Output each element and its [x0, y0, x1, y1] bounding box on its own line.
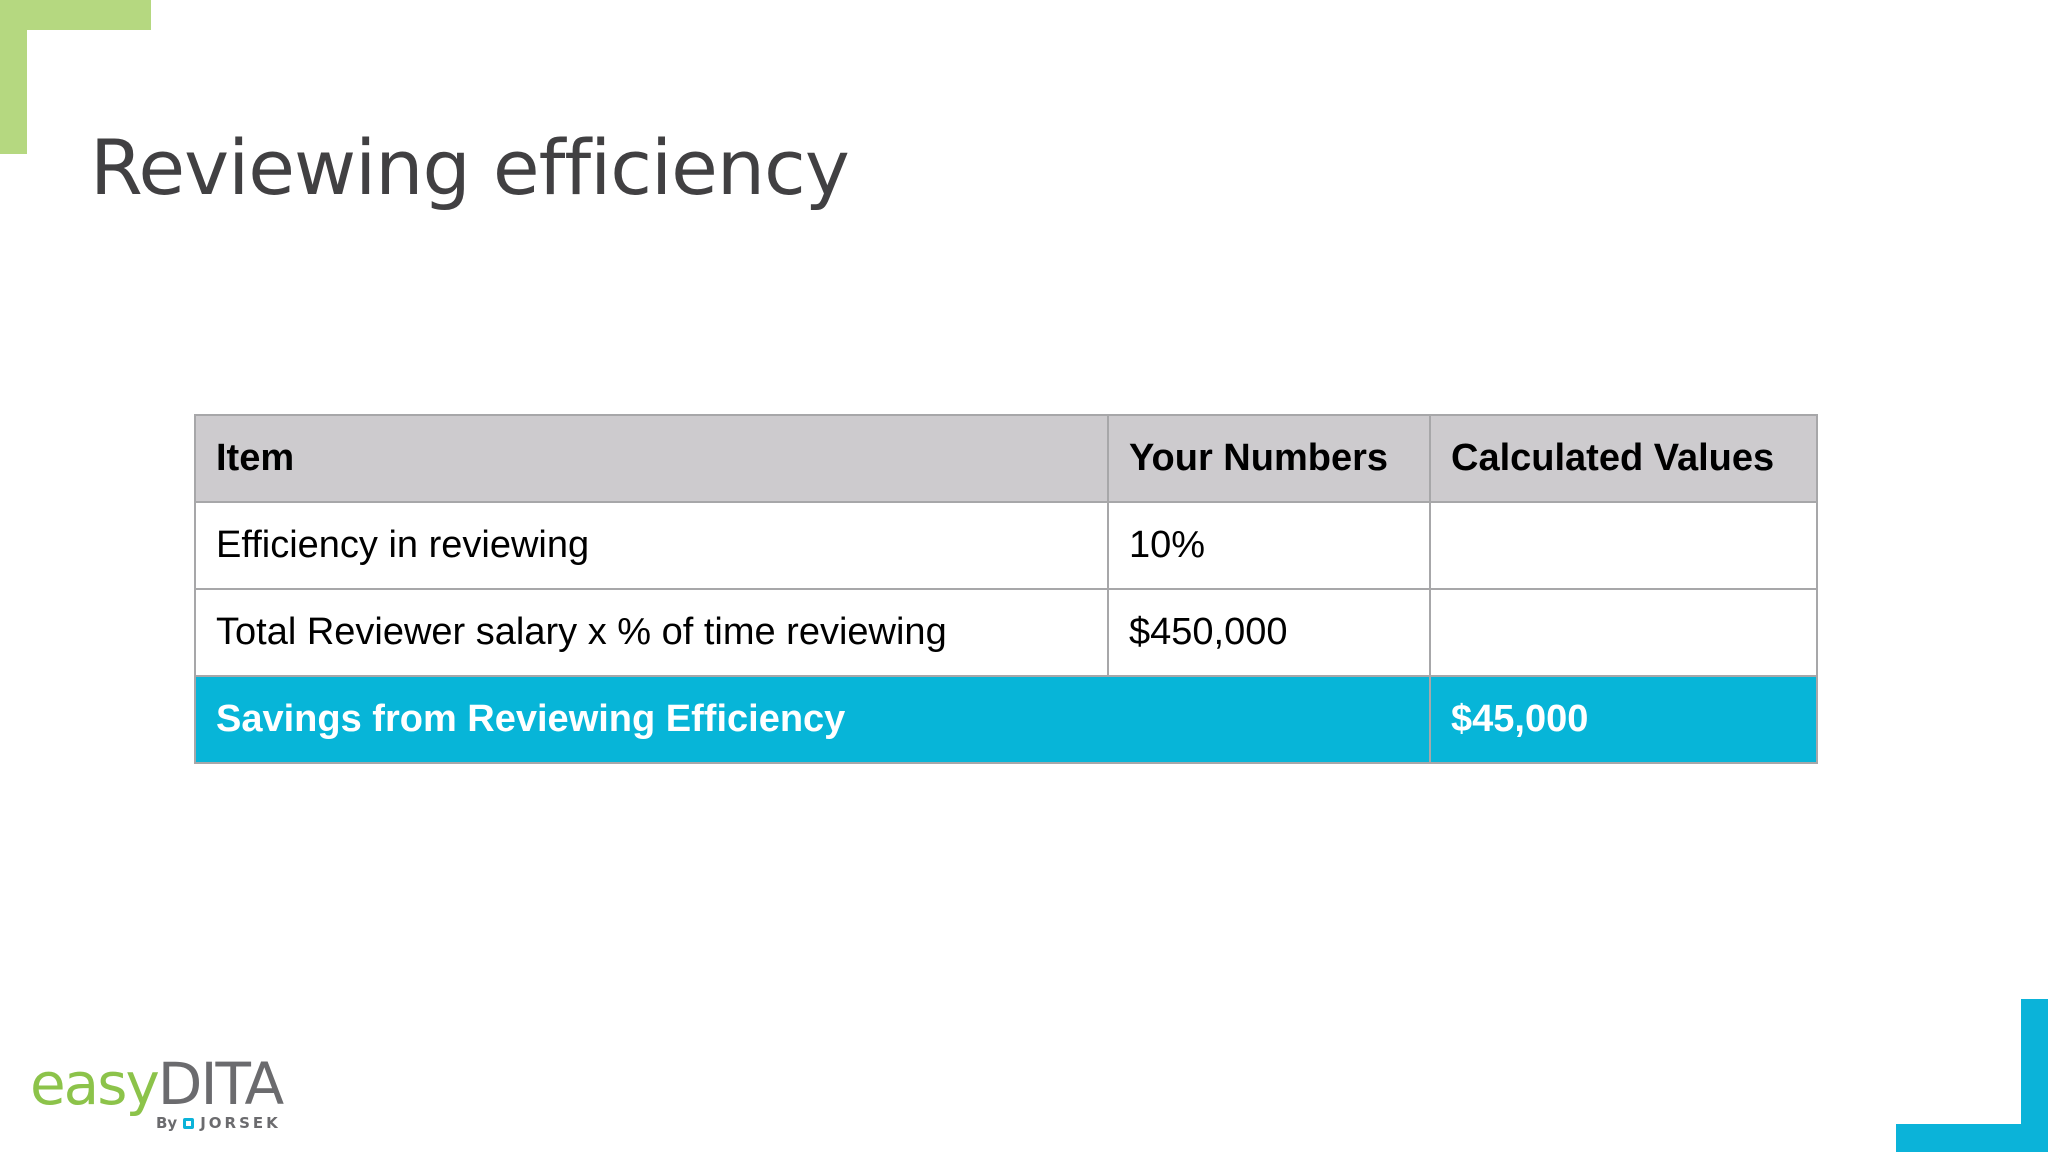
table-row: Efficiency in reviewing 10% — [194, 501, 1818, 590]
cell-calculated — [1429, 501, 1818, 590]
logo-wordmark: easyDITA — [30, 1050, 284, 1118]
cell-calculated — [1429, 588, 1818, 677]
corner-accent-top-left-vertical — [0, 0, 27, 154]
logo-dita: DITA — [157, 1050, 284, 1118]
cell-item: Total Reviewer salary x % of time review… — [194, 588, 1109, 677]
logo-by: By — [156, 1114, 178, 1132]
cell-item: Efficiency in reviewing — [194, 501, 1109, 590]
cell-your-numbers: 10% — [1107, 501, 1431, 590]
page-title: Reviewing efficiency — [90, 123, 850, 212]
easydita-logo: easyDITA By JORSEK — [30, 1052, 290, 1134]
savings-table: Item Your Numbers Calculated Values Effi… — [194, 414, 1818, 764]
total-label: Savings from Reviewing Efficiency — [194, 675, 1431, 764]
cell-your-numbers: $450,000 — [1107, 588, 1431, 677]
table-row: Total Reviewer salary x % of time review… — [194, 588, 1818, 677]
logo-byline: By JORSEK — [156, 1114, 281, 1132]
header-your-numbers: Your Numbers — [1107, 414, 1431, 503]
total-row: Savings from Reviewing Efficiency $45,00… — [194, 675, 1818, 764]
logo-easy: easy — [30, 1050, 160, 1118]
total-value: $45,000 — [1429, 675, 1818, 764]
header-item: Item — [194, 414, 1109, 503]
corner-accent-bottom-right — [1896, 1124, 2048, 1152]
logo-company: JORSEK — [200, 1114, 281, 1132]
header-calculated-values: Calculated Values — [1429, 414, 1818, 503]
table-header-row: Item Your Numbers Calculated Values — [194, 414, 1818, 503]
jorsek-square-icon — [183, 1117, 195, 1129]
